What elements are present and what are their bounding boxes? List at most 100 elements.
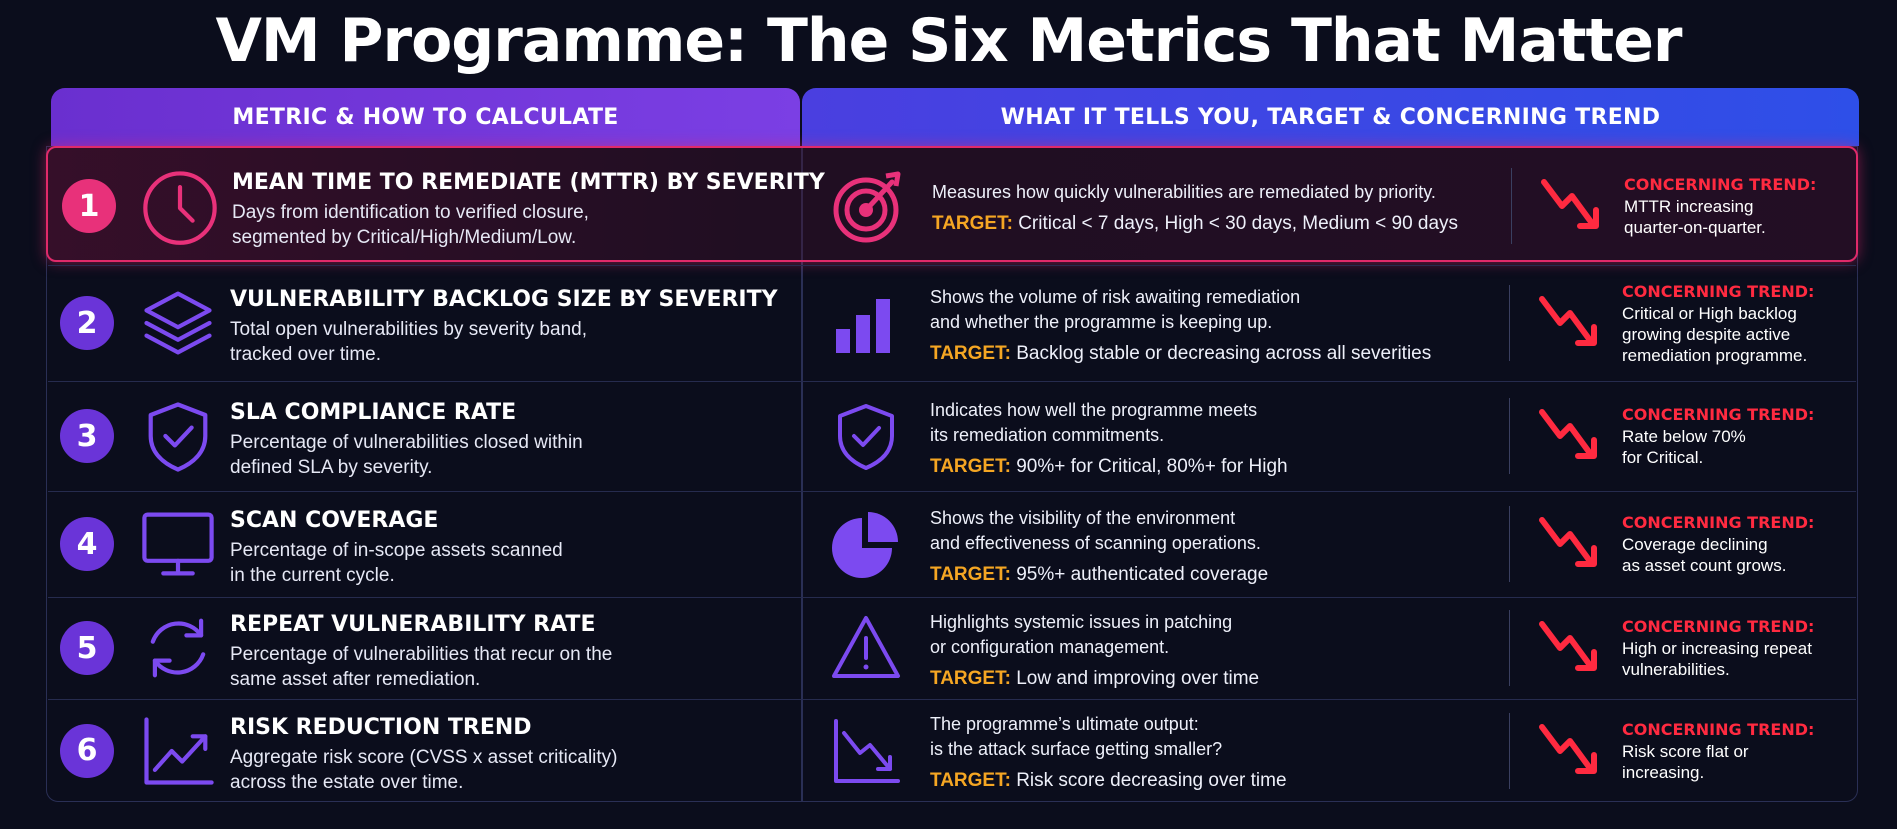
insight-line: Highlights systemic issues in patching: [930, 611, 1233, 632]
metric-name: REPEAT VULNERABILITY RATE: [230, 612, 596, 637]
metric-number: 4: [60, 517, 114, 571]
clock-icon: [143, 171, 217, 245]
metric-row: 2 VULNERABILITY BACKLOG SIZE BY SEVERITY…: [46, 265, 1858, 381]
row-divider: [48, 381, 1856, 382]
trend-down-arrow-icon: [1538, 168, 1610, 240]
concern-line: Rate below 70%: [1622, 427, 1746, 446]
metric-row: 3 SLA COMPLIANCE RATE Percentage of vuln…: [46, 381, 1858, 491]
concern-line: vulnerabilities.: [1622, 660, 1730, 679]
metric-description: Total open vulnerabilities by severity b…: [230, 317, 790, 367]
concern-line: Coverage declining: [1622, 535, 1768, 554]
metric-row: 4 SCAN COVERAGE Percentage of in-scope a…: [46, 491, 1858, 597]
target-icon: [833, 171, 901, 243]
insight-line: and whether the programme is keeping up.: [930, 311, 1273, 332]
concern-line: High or increasing repeat: [1622, 639, 1812, 658]
metric-name: SCAN COVERAGE: [230, 508, 439, 533]
column-separator: [1509, 506, 1510, 582]
target-value: Low and improving over time: [1016, 667, 1260, 689]
concerning-trend-text: Critical or High backlog growing despite …: [1622, 303, 1862, 366]
metric-description: Percentage of vulnerabilities closed wit…: [230, 430, 790, 480]
concerning-trend-text: Coverage declining as asset count grows.: [1622, 534, 1862, 576]
layers-icon: [144, 291, 212, 355]
target-value: Risk score decreasing over time: [1016, 770, 1287, 791]
column-separator: [1509, 610, 1510, 686]
metric-name: VULNERABILITY BACKLOG SIZE BY SEVERITY: [230, 287, 778, 312]
insight-line: Indicates how well the programme meets: [930, 399, 1258, 420]
concern-line: MTTR increasing: [1624, 197, 1754, 216]
row-divider: [48, 491, 1856, 492]
metric-description-line: across the estate over time.: [230, 771, 464, 793]
trend-down-arrow-icon: [1536, 398, 1608, 470]
metric-description-line: Percentage of in-scope assets scanned: [230, 540, 563, 561]
insight-line: Measures how quickly vulnerabilities are…: [932, 182, 1436, 202]
concerning-trend-text: High or increasing repeat vulnerabilities…: [1622, 638, 1862, 680]
target-line: TARGET: Risk score decreasing over time: [930, 768, 1490, 793]
metric-description-line: tracked over time.: [230, 344, 381, 365]
target-line: TARGET: 95%+ authenticated coverage: [930, 562, 1490, 587]
page-title: VM Programme: The Six Metrics That Matte…: [215, 6, 1682, 76]
trend-down-icon: [834, 718, 900, 783]
concern-line: Risk score flat or: [1622, 741, 1749, 761]
insight-line: The programme’s ultimate output:: [930, 714, 1199, 734]
trend-up-icon: [144, 716, 214, 785]
concerning-trend-label: CONCERNING TREND:: [1622, 281, 1815, 301]
concerning-trend-label: CONCERNING TREND:: [1622, 405, 1815, 424]
metric-description-line: segmented by Critical/High/Medium/Low.: [232, 227, 577, 248]
metric-name: MEAN TIME TO REMEDIATE (MTTR) BY SEVERIT…: [232, 170, 825, 195]
target-line: TARGET: Backlog stable or decreasing acr…: [930, 341, 1490, 366]
header-insight: WHAT IT TELLS YOU, TARGET & CONCERNING T…: [802, 88, 1859, 146]
metric-description-line: Days from identification to verified clo…: [232, 202, 589, 223]
row-divider: [48, 699, 1856, 700]
column-separator: [1511, 168, 1512, 244]
refresh-icon: [150, 618, 206, 678]
metric-row: 5 REPEAT VULNERABILITY RATE Percentage o…: [46, 597, 1858, 699]
metric-description: Percentage of vulnerabilities that recur…: [230, 642, 790, 692]
warning-icon: [832, 616, 900, 678]
shield-check-icon: [148, 402, 208, 472]
metric-description-line: Aggregate risk score (CVSS x asset criti…: [230, 746, 618, 768]
concerning-trend-label: CONCERNING TREND:: [1622, 719, 1815, 739]
metric-description-line: Total open vulnerabilities by severity b…: [230, 319, 587, 340]
metric-description-line: defined SLA by severity.: [230, 457, 433, 478]
header-metric: METRIC & HOW TO CALCULATE: [51, 88, 800, 146]
metric-description-line: Percentage of vulnerabilities closed wit…: [230, 432, 583, 453]
row-divider: [48, 597, 1856, 598]
target-label: TARGET:: [932, 213, 1013, 234]
concern-line: growing despite active: [1622, 324, 1791, 344]
target-value: 95%+ authenticated coverage: [1016, 563, 1269, 585]
column-separator: [1509, 285, 1510, 361]
target-line: TARGET: Critical < 7 days, High < 30 day…: [932, 211, 1492, 236]
insight-line: or configuration management.: [930, 636, 1170, 657]
row-divider: [48, 265, 1856, 266]
metric-description: Days from identification to verified clo…: [232, 200, 792, 250]
metric-row: 6 RISK REDUCTION TREND Aggregate risk sc…: [46, 699, 1858, 802]
target-label: TARGET:: [930, 563, 1011, 585]
trend-down-arrow-icon: [1536, 713, 1608, 785]
target-label: TARGET:: [930, 455, 1011, 477]
metric-name: SLA COMPLIANCE RATE: [230, 400, 517, 425]
concern-line: for Critical.: [1622, 448, 1704, 467]
metric-description-line: in the current cycle.: [230, 565, 395, 586]
trend-down-arrow-icon: [1536, 610, 1608, 682]
target-label: TARGET:: [930, 667, 1011, 689]
metric-name: RISK REDUCTION TREND: [230, 714, 532, 740]
metric-description: Aggregate risk score (CVSS x asset criti…: [230, 745, 790, 795]
target-line: TARGET: 90%+ for Critical, 80%+ for High: [930, 454, 1490, 479]
target-value: 90%+ for Critical, 80%+ for High: [1016, 455, 1288, 477]
metric-number: 1: [62, 179, 116, 233]
trend-down-arrow-icon: [1536, 285, 1608, 357]
insight-line: and effectiveness of scanning operations…: [930, 532, 1261, 553]
concerning-trend-text: Risk score flat or increasing.: [1622, 741, 1862, 783]
column-separator: [1509, 712, 1510, 789]
insight-line: its remediation commitments.: [930, 424, 1165, 445]
concerning-trend-label: CONCERNING TREND:: [1622, 617, 1815, 636]
target-value: Backlog stable or decreasing across all …: [1016, 342, 1432, 364]
target-value: Critical < 7 days, High < 30 days, Mediu…: [1018, 213, 1459, 234]
concern-line: increasing.: [1622, 762, 1705, 782]
bar-chart-icon: [836, 299, 890, 353]
concerning-trend-label: CONCERNING TREND:: [1624, 175, 1817, 194]
concern-line: Critical or High backlog: [1622, 303, 1797, 323]
metric-insight: The programme’s ultimate output: is the a…: [930, 712, 1490, 793]
pie-chart-icon: [832, 512, 898, 578]
insight-line: Shows the visibility of the environment: [930, 507, 1236, 528]
